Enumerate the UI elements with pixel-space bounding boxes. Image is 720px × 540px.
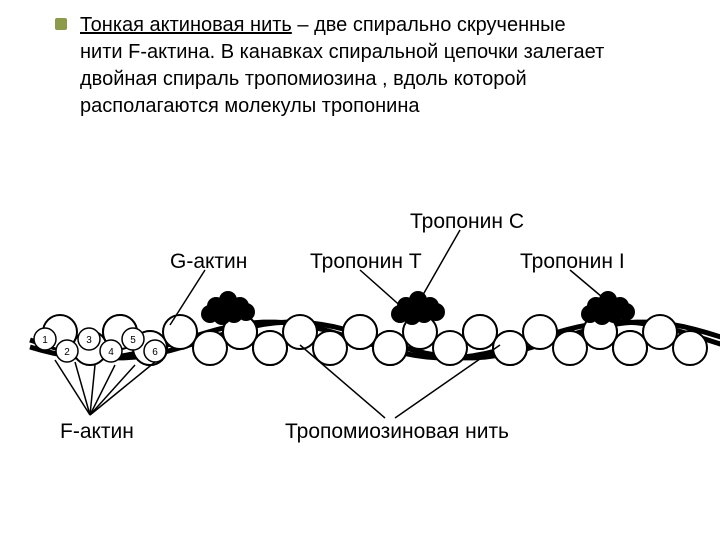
svg-text:6: 6 (152, 347, 158, 358)
svg-text:3: 3 (86, 335, 92, 346)
svg-text:4: 4 (108, 347, 114, 358)
svg-text:1: 1 (42, 335, 48, 346)
svg-text:5: 5 (130, 335, 136, 346)
actin-filament-diagram: 1 2 3 4 5 6 (0, 0, 720, 540)
svg-text:2: 2 (64, 347, 70, 358)
